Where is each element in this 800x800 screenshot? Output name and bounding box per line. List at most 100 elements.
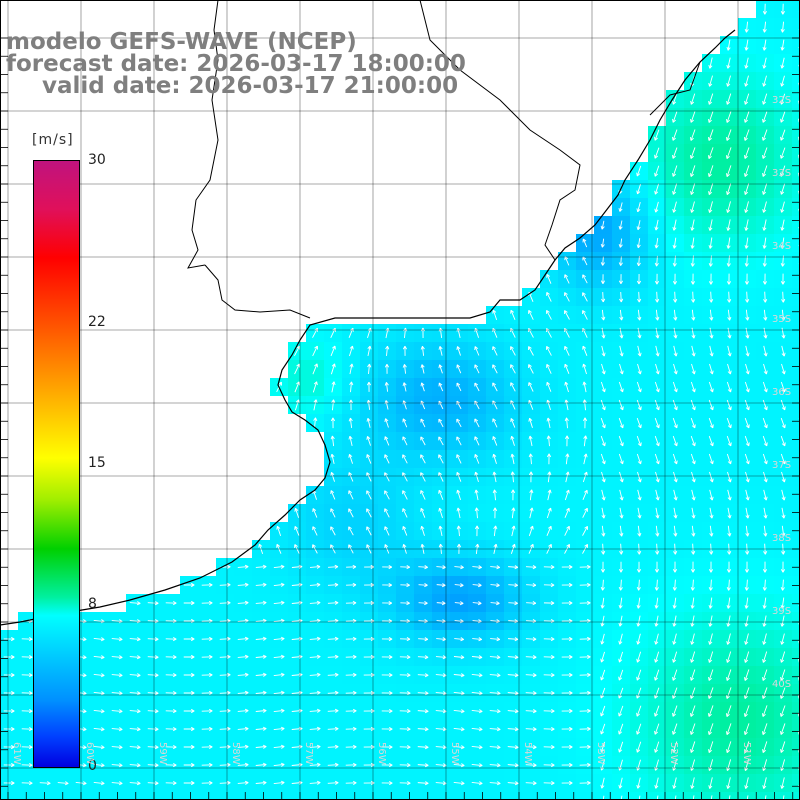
wind-arrowhead (511, 525, 515, 529)
wind-arrowhead (690, 586, 694, 591)
wind-arrowhead (762, 695, 764, 699)
wind-arrowhead (638, 280, 642, 285)
wind-arrowhead (492, 418, 497, 422)
wind-arrow (600, 399, 606, 411)
wind-arrowhead (370, 620, 375, 624)
wind-arrowhead (349, 453, 353, 458)
wind-arrow (672, 129, 678, 141)
wind-arrowhead (529, 507, 533, 511)
wind-arrowhead (424, 565, 428, 568)
wind-arrowhead (691, 461, 695, 465)
wind-arrowhead (639, 496, 642, 501)
wind-arrow (745, 507, 749, 519)
wind-arrow (781, 363, 785, 375)
wind-arrowhead (330, 435, 333, 440)
wind-arrowhead (244, 600, 249, 603)
wind-arrowhead (602, 550, 606, 555)
wind-arrow (529, 507, 533, 519)
wind-arrowhead (690, 263, 693, 267)
wind-arrow (780, 453, 786, 465)
wind-arrowhead (745, 497, 749, 501)
wind-arrowhead (532, 638, 537, 642)
wind-arrowhead (496, 565, 500, 568)
wind-arrowhead (693, 496, 696, 501)
wind-arrowhead (316, 654, 321, 657)
wind-arrowhead (568, 566, 573, 570)
wind-arrowhead (780, 64, 783, 69)
wind-arrowhead (513, 525, 516, 530)
wind-arrowhead (586, 471, 588, 476)
wind-arrow (273, 656, 285, 658)
wind-arrow (582, 508, 588, 518)
wind-arrow (368, 364, 370, 374)
wind-arrowhead (762, 587, 766, 591)
wind-arrowhead (621, 334, 624, 339)
wind-arrowhead (691, 623, 695, 627)
wind-arrow (330, 508, 336, 518)
wind-arrowhead (330, 472, 332, 476)
wind-arrowhead (118, 639, 123, 642)
wind-arrow (440, 544, 442, 554)
wind-arrow (781, 489, 785, 501)
wind-arrowhead (655, 371, 659, 375)
wind-arrowhead (298, 654, 303, 657)
wind-arrow (672, 417, 678, 429)
wind-arrowhead (636, 586, 640, 591)
wind-arrow (421, 346, 425, 356)
wind-arrow (656, 543, 658, 555)
wind-arrow (582, 526, 588, 536)
colorbar-tick-label: 15 (88, 455, 106, 471)
wind-arrowhead (672, 244, 675, 249)
wind-arrow (601, 633, 605, 645)
wind-arrowhead (388, 564, 393, 568)
wind-cell (666, 792, 684, 800)
wind-arrowhead (675, 316, 678, 321)
wind-arrowhead (582, 417, 586, 422)
wind-cell (396, 792, 414, 800)
wind-arrowhead (637, 461, 641, 465)
wind-arrow (672, 147, 678, 159)
wind-arrowhead (712, 442, 714, 447)
wind-arrow (474, 418, 480, 428)
wind-arrowhead (780, 173, 785, 177)
wind-arrowhead (492, 507, 496, 512)
wind-arrow (564, 274, 570, 284)
wind-arrowhead (712, 478, 714, 483)
wind-arrow (708, 453, 714, 465)
colorbar-unit: [m/s] (32, 132, 74, 148)
wind-arrowhead (388, 566, 393, 570)
wind-arrowhead (636, 640, 639, 645)
wind-arrowhead (728, 587, 731, 591)
wind-arrowhead (568, 636, 573, 640)
wind-arrowhead (781, 515, 785, 519)
wind-arrow (403, 382, 407, 392)
wind-arrow (384, 526, 390, 536)
wind-arrowhead (746, 550, 750, 555)
wind-arrowhead (745, 371, 749, 375)
wind-cell (792, 36, 800, 54)
wind-arrow (728, 255, 730, 267)
wind-arrowhead (172, 638, 177, 642)
wind-arrowhead (528, 346, 532, 349)
wind-arrowhead (456, 489, 458, 494)
wind-arrowhead (406, 566, 410, 570)
wind-arrowhead (263, 602, 267, 605)
wind-arrowhead (492, 346, 496, 349)
wind-arrow (763, 363, 767, 375)
wind-arrow (655, 507, 659, 519)
wind-arrowhead (763, 533, 767, 537)
wind-arrowhead (351, 381, 354, 386)
wind-arrow (402, 436, 408, 446)
wind-arrowhead (529, 525, 533, 529)
wind-arrowhead (693, 334, 696, 339)
wind-arrow (529, 418, 533, 428)
latitude-label: 32S (772, 95, 792, 106)
wind-arrowhead (420, 490, 424, 493)
wind-arrowhead (546, 292, 550, 295)
wind-arrowhead (691, 497, 695, 501)
wind-arrow (547, 399, 551, 411)
wind-arrowhead (531, 489, 534, 494)
wind-arrowhead (402, 490, 406, 493)
wind-arrowhead (564, 256, 569, 260)
wind-arrowhead (568, 600, 573, 604)
